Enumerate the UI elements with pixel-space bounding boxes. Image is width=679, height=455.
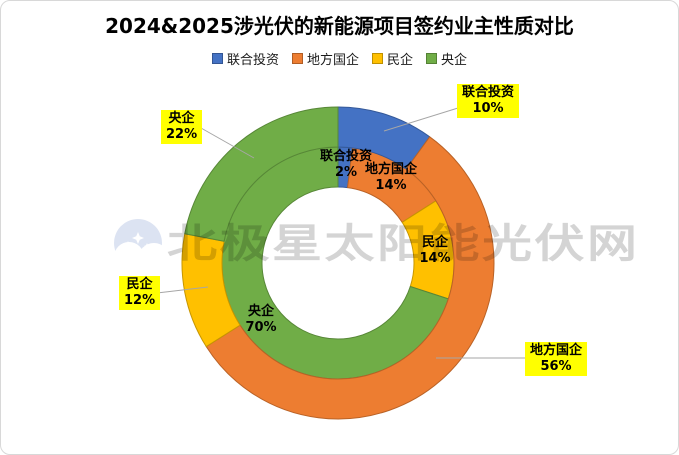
legend-label-local-soe: 地方国企: [306, 52, 359, 68]
watermark-text: 北极星太阳能光伏网: [167, 221, 640, 267]
legend-item-private-enterprise: 民企: [372, 49, 413, 68]
inner-label-private-enterprise-percent: 14%: [419, 251, 451, 266]
legend-swatch-central-soe-icon: [426, 52, 438, 64]
inner-label-private-enterprise-name: 民企: [421, 235, 448, 250]
legend: 联合投资 地方国企 民企 央企: [1, 49, 678, 68]
inner-label-joint-investment-percent: 2%: [334, 165, 358, 180]
callout-local-soe-name: 地方国企: [530, 343, 583, 358]
callout-private-enterprise: 民企 12%: [119, 276, 161, 310]
leader-line-private-enterprise: [156, 286, 209, 294]
legend-swatch-local-soe-icon: [291, 52, 303, 64]
legend-label-private-enterprise: 民企: [387, 52, 414, 68]
inner-label-local-soe: 地方国企 14%: [365, 162, 417, 194]
inner-label-joint-investment: 联合投资 2%: [320, 149, 372, 181]
callout-central-soe: 央企 22%: [161, 110, 203, 144]
legend-label-joint-investment: 联合投资: [226, 52, 279, 68]
callout-private-enterprise-name: 民企: [126, 277, 153, 292]
legend-swatch-private-enterprise-icon: [372, 52, 383, 64]
callout-local-soe: 地方国企 56%: [525, 342, 588, 376]
inner-label-private-enterprise: 民企 14%: [419, 235, 450, 267]
callout-joint-investment-percent: 10%: [472, 101, 504, 116]
inner-label-central-soe: 央企 70%: [245, 304, 276, 336]
inner-label-local-soe-percent: 14%: [375, 178, 407, 193]
watermark-moon-stars-icon: [114, 219, 170, 271]
callout-joint-investment: 联合投资 10%: [457, 84, 520, 118]
inner-label-central-soe-percent: 70%: [245, 320, 277, 335]
leader-lines: [156, 107, 525, 359]
callout-joint-investment-name: 联合投资: [462, 85, 515, 100]
legend-item-central-soe: 央企: [426, 49, 467, 68]
donut-slices: [181, 106, 495, 420]
leader-line-central-soe: [200, 127, 255, 159]
legend-swatch-joint-investment-icon: [211, 52, 223, 64]
legend-item-joint-investment: 联合投资: [211, 49, 279, 68]
inner-label-joint-investment-name: 联合投资: [319, 149, 373, 164]
legend-label-central-soe: 央企: [441, 52, 468, 68]
leader-line-joint-investment: [383, 107, 459, 132]
inner-label-central-soe-name: 央企: [247, 304, 274, 319]
slice-outer-ring-local-soe: [205, 136, 495, 420]
legend-item-local-soe: 地方国企: [291, 49, 359, 68]
callout-local-soe-percent: 56%: [540, 359, 572, 374]
callout-private-enterprise-percent: 12%: [124, 293, 156, 308]
inner-label-local-soe-name: 地方国企: [364, 162, 418, 177]
chart-title: 2024&2025涉光伏的新能源项目签约业主性质对比: [105, 14, 574, 38]
slice-outer-ring-central-soe: [184, 106, 339, 242]
callout-central-soe-percent: 22%: [166, 127, 198, 142]
callout-central-soe-name: 央企: [168, 111, 195, 126]
